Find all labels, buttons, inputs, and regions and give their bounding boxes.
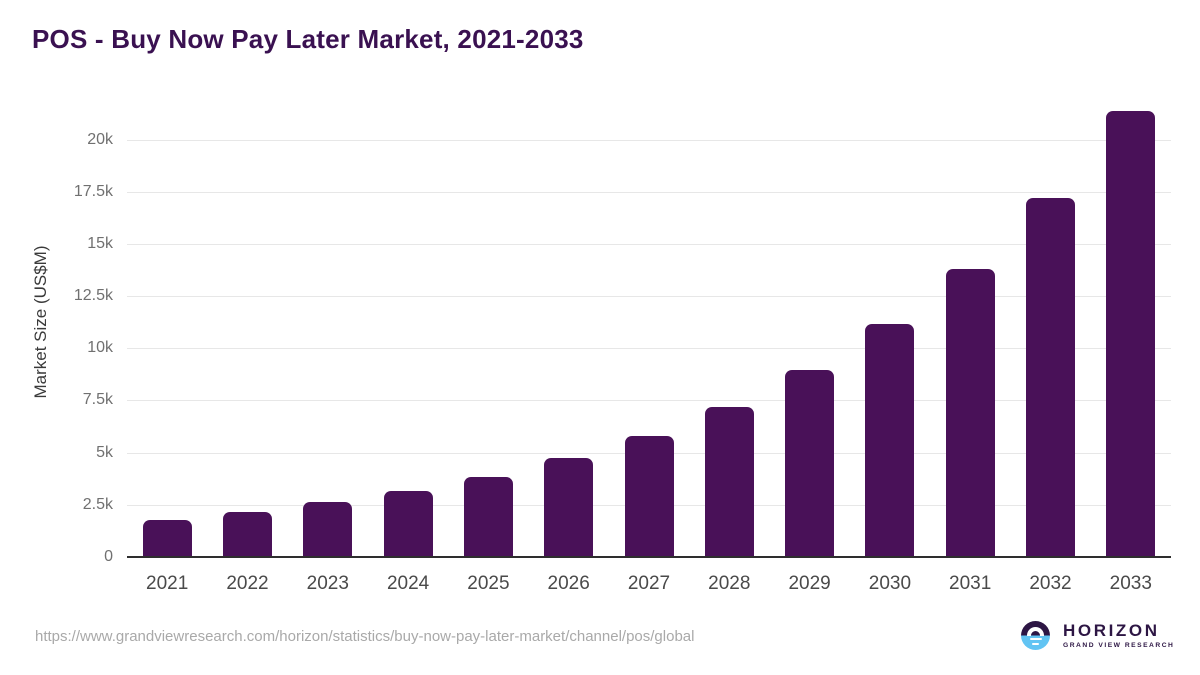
x-axis-line — [127, 556, 1171, 558]
x-tick-label-2029: 2029 — [788, 573, 831, 594]
bar-2027[interactable] — [624, 435, 674, 557]
reflection-line-icon — [1032, 642, 1039, 645]
x-tick-label-2021: 2021 — [146, 573, 189, 594]
x-tick-label-2032: 2032 — [1029, 573, 1072, 594]
y-tick-label-17.5k: 17.5k — [73, 182, 113, 200]
horizon-logo: HORIZON GRAND VIEW RESEARCH — [1021, 621, 1174, 650]
y-tick-label-10k: 10k — [87, 339, 113, 357]
x-tick-label-2027: 2027 — [627, 573, 671, 594]
bar-2022[interactable] — [223, 512, 272, 557]
x-tick-label-2030: 2030 — [868, 573, 912, 594]
logo-subbrand-text: GRAND VIEW RESEARCH — [1063, 642, 1175, 649]
x-tick-label-2033: 2033 — [1109, 573, 1152, 594]
y-tick-label-0: 0 — [104, 548, 113, 565]
gridline-17.5k — [127, 191, 1171, 193]
bar-2026[interactable] — [544, 457, 594, 557]
reflection-line-icon — [1029, 638, 1042, 641]
gridline-15k — [127, 243, 1171, 245]
bar-2032[interactable] — [1026, 197, 1075, 557]
x-tick-label-2028: 2028 — [708, 573, 751, 594]
logo-brand-text: HORIZON — [1063, 621, 1160, 640]
x-tick-label-2024: 2024 — [386, 573, 430, 594]
y-tick-label-15k: 15k — [87, 234, 113, 252]
y-axis-title: Market Size (US$M) — [31, 245, 50, 399]
x-tick-label-2025: 2025 — [467, 573, 510, 594]
bar-2023[interactable] — [303, 502, 353, 557]
bar-2028[interactable] — [704, 407, 754, 557]
gridline-12.5k — [127, 296, 1171, 298]
logo-text: HORIZON GRAND VIEW RESEARCH — [1063, 622, 1174, 649]
horizon-logo-icon — [1021, 621, 1050, 650]
bar-2030[interactable] — [865, 323, 915, 557]
gridline-20k — [127, 139, 1171, 141]
page-title: POS - Buy Now Pay Later Market, 2021-203… — [32, 24, 584, 54]
x-tick-label-2022: 2022 — [226, 573, 269, 594]
bar-2033[interactable] — [1106, 110, 1156, 557]
y-tick-label-5k: 5k — [96, 443, 113, 461]
bar-2025[interactable] — [463, 477, 513, 557]
bar-2031[interactable] — [945, 268, 995, 557]
sunrise-arch-icon — [1027, 626, 1044, 636]
bar-2024[interactable] — [383, 490, 433, 557]
gridline-10k — [127, 348, 1171, 350]
y-tick-label-7.5k: 7.5k — [82, 391, 113, 409]
bar-2021[interactable] — [142, 519, 192, 557]
gridline-7.5k — [127, 400, 1171, 402]
y-tick-label-20k: 20k — [87, 130, 113, 148]
x-tick-label-2023: 2023 — [306, 573, 349, 594]
source-url: https://www.grandviewresearch.com/horizo… — [35, 628, 695, 645]
y-tick-label-12.5k: 12.5k — [73, 287, 113, 305]
bar-2029[interactable] — [785, 369, 835, 557]
y-tick-label-2.5k: 2.5k — [82, 495, 113, 513]
x-tick-label-2026: 2026 — [547, 573, 590, 594]
x-tick-label-2031: 2031 — [949, 573, 992, 594]
